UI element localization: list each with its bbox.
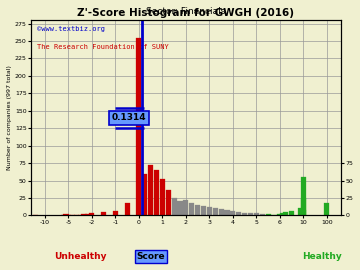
Bar <box>298 208 303 215</box>
Bar <box>236 212 241 215</box>
Bar <box>166 190 171 215</box>
Bar <box>280 213 285 215</box>
Bar <box>248 213 253 215</box>
Bar <box>183 200 189 215</box>
Bar <box>283 212 288 215</box>
Bar <box>260 214 265 215</box>
Bar <box>242 213 247 215</box>
Bar <box>101 212 106 215</box>
Text: Score: Score <box>136 252 165 261</box>
Bar <box>81 214 87 215</box>
Bar <box>201 206 206 215</box>
Bar <box>113 211 118 215</box>
Bar <box>177 201 183 215</box>
Bar <box>254 213 259 215</box>
Bar <box>324 203 329 215</box>
Text: 0.1314: 0.1314 <box>112 113 147 122</box>
Bar <box>266 214 271 215</box>
Bar <box>230 211 235 215</box>
Y-axis label: Number of companies (997 total): Number of companies (997 total) <box>7 65 12 170</box>
Bar <box>89 213 94 215</box>
Bar <box>160 179 165 215</box>
Bar <box>142 174 147 215</box>
Bar <box>301 177 306 215</box>
Bar <box>136 38 141 215</box>
Bar <box>219 209 224 215</box>
Title: Z'-Score Histogram for GWGH (2016): Z'-Score Histogram for GWGH (2016) <box>77 8 294 18</box>
Bar <box>125 203 130 215</box>
Text: ©www.textbiz.org: ©www.textbiz.org <box>37 26 105 32</box>
Bar <box>189 203 194 215</box>
Bar <box>224 210 230 215</box>
Text: Unhealthy: Unhealthy <box>54 252 106 261</box>
Bar <box>148 165 153 215</box>
Bar <box>154 170 159 215</box>
Bar <box>301 210 306 215</box>
Text: The Research Foundation of SUNY: The Research Foundation of SUNY <box>37 43 169 49</box>
Bar <box>85 214 91 215</box>
Bar <box>195 205 200 215</box>
Bar <box>213 208 218 215</box>
Text: Healthy: Healthy <box>302 252 342 261</box>
Text: Sector: Financials: Sector: Financials <box>146 7 226 16</box>
Bar <box>172 198 177 215</box>
Bar <box>207 207 212 215</box>
Bar <box>301 198 306 215</box>
Bar <box>63 214 69 215</box>
Bar <box>289 211 294 215</box>
Bar <box>277 214 283 215</box>
